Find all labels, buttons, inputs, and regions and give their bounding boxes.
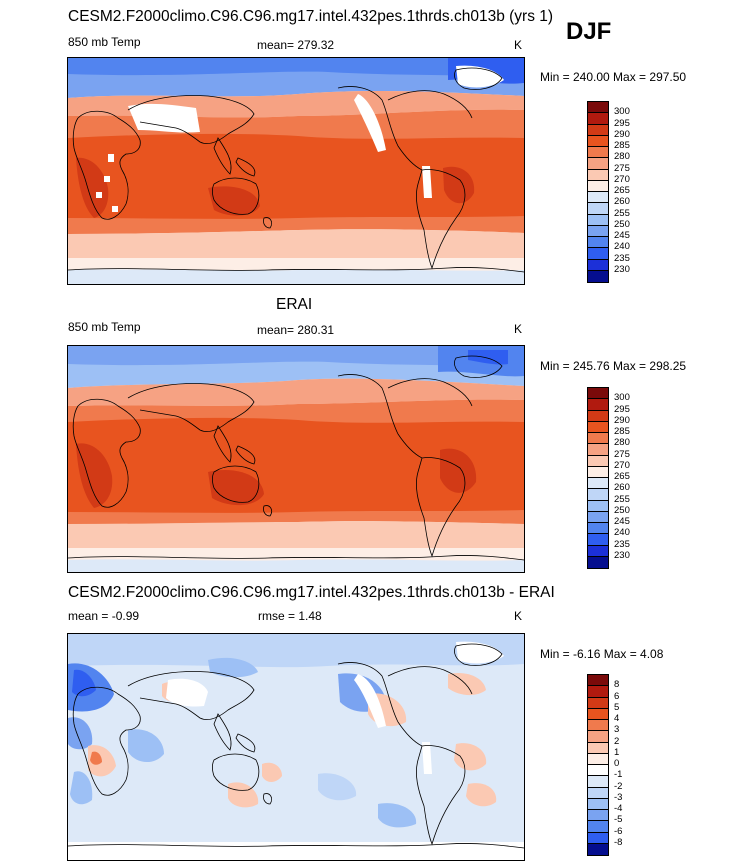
colorbar-tick-label: 230 bbox=[614, 549, 630, 561]
panel3-minmax: Min = -6.16 Max = 4.08 bbox=[540, 647, 664, 661]
colorbar-tick-label: -4 bbox=[614, 803, 623, 814]
colorbar-tick-label: 280 bbox=[614, 151, 630, 163]
panel1-variable: 850 mb Temp bbox=[68, 35, 141, 49]
colorbar-tick-label: 4 bbox=[614, 713, 620, 724]
colorbar-tick-label: -2 bbox=[614, 780, 623, 792]
colorbar-tick-label: 285 bbox=[614, 426, 630, 437]
colorbar-tick-label: 240 bbox=[614, 527, 630, 539]
panel1-colorbar bbox=[587, 101, 609, 283]
panel2-variable: 850 mb Temp bbox=[68, 320, 141, 334]
colorbar-tick-label: 260 bbox=[614, 482, 630, 494]
colorbar-tick-label: 265 bbox=[614, 185, 630, 196]
panel3-map bbox=[67, 633, 525, 861]
colorbar-tick-label: 280 bbox=[614, 437, 630, 449]
colorbar-tick-label: 260 bbox=[614, 196, 630, 208]
colorbar-tick-label: 290 bbox=[614, 414, 630, 426]
colorbar-tick-label: 250 bbox=[614, 504, 630, 516]
panel3-rmse: rmse = 1.48 bbox=[258, 609, 322, 623]
panel1-minmax: Min = 240.00 Max = 297.50 bbox=[540, 70, 687, 84]
colorbar-tick-label: 245 bbox=[614, 516, 630, 527]
panel3-heading: CESM2.F2000climo.C96.C96.mg17.intel.432p… bbox=[68, 584, 555, 601]
colorbar-tick-label: 8 bbox=[614, 679, 620, 691]
colorbar-tick-label: 270 bbox=[614, 173, 630, 185]
colorbar-tick-label: 255 bbox=[614, 207, 630, 219]
colorbar-tick-label: 6 bbox=[614, 690, 620, 702]
colorbar-tick-label: 275 bbox=[614, 448, 630, 460]
colorbar-tick-label: -8 bbox=[614, 836, 623, 848]
colorbar-tick-label: 1 bbox=[614, 746, 620, 758]
colorbar-tick-label: -6 bbox=[614, 825, 623, 837]
colorbar-tick-label: -1 bbox=[614, 769, 623, 781]
panel3-mean: mean = -0.99 bbox=[68, 609, 140, 623]
colorbar-tick-label: 235 bbox=[614, 252, 630, 264]
panel2-heading: ERAI bbox=[276, 296, 313, 313]
season-label: DJF bbox=[566, 18, 612, 45]
colorbar-tick-label: 235 bbox=[614, 538, 630, 550]
panel2-colorbar bbox=[587, 387, 609, 569]
colorbar-tick-label: -3 bbox=[614, 791, 623, 803]
colorbar-tick-label: 3 bbox=[614, 724, 620, 736]
colorbar-tick-label: -5 bbox=[614, 814, 623, 826]
colorbar-tick-label: 285 bbox=[614, 140, 630, 151]
panel2-units: K bbox=[514, 322, 523, 336]
colorbar-tick-label: 265 bbox=[614, 471, 630, 482]
colorbar-tick-label: 300 bbox=[614, 392, 630, 404]
colorbar-tick-label: 230 bbox=[614, 263, 630, 275]
panel2-mean: mean= 280.31 bbox=[257, 323, 335, 337]
case-title: CESM2.F2000climo.C96.C96.mg17.intel.432p… bbox=[68, 8, 554, 25]
colorbar-tick-label: 295 bbox=[614, 403, 630, 415]
colorbar-tick-label: 275 bbox=[614, 162, 630, 174]
panel2-minmax: Min = 245.76 Max = 298.25 bbox=[540, 359, 687, 373]
colorbar-tick-label: 240 bbox=[614, 241, 630, 253]
colorbar-tick-label: 250 bbox=[614, 218, 630, 230]
colorbar-tick-label: 300 bbox=[614, 106, 630, 118]
panel2-map bbox=[67, 345, 525, 573]
colorbar-tick-label: 2 bbox=[614, 735, 620, 747]
panel3-colorbar bbox=[587, 674, 609, 856]
panel1-mean: mean= 279.32 bbox=[257, 38, 335, 52]
colorbar-tick-label: 270 bbox=[614, 459, 630, 471]
panel1-units: K bbox=[514, 38, 523, 52]
colorbar-tick-label: 255 bbox=[614, 493, 630, 505]
colorbar-tick-label: 295 bbox=[614, 117, 630, 129]
colorbar-tick-label: 5 bbox=[614, 701, 620, 713]
colorbar-tick-label: 290 bbox=[614, 128, 630, 140]
colorbar-tick-label: 0 bbox=[614, 758, 620, 769]
panel1-map bbox=[67, 57, 525, 285]
colorbar-tick-label: 245 bbox=[614, 230, 630, 241]
panel3-units: K bbox=[514, 609, 523, 623]
